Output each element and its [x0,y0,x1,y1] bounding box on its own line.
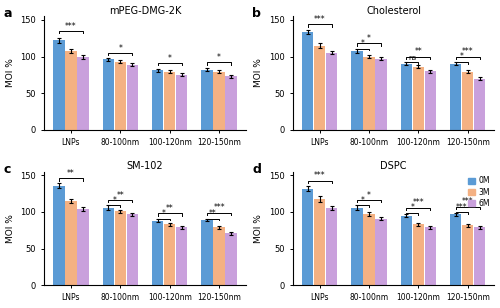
Text: **: ** [116,191,124,200]
Title: DSPC: DSPC [380,161,407,171]
Bar [78,57,88,130]
Bar [102,208,114,285]
Text: ***: *** [314,171,326,180]
Bar [127,65,138,130]
Bar [400,64,412,130]
Bar [202,220,212,285]
Bar [214,72,224,130]
Text: *: * [367,34,371,43]
Bar [376,219,386,285]
Bar [400,216,412,285]
Text: *: * [361,39,365,48]
Legend: 0M, 3M, 6M: 0M, 3M, 6M [467,176,490,209]
Bar [314,46,325,130]
Text: **: ** [414,47,422,56]
Text: ***: *** [314,15,326,24]
Text: *: * [410,203,414,212]
Bar [66,51,76,130]
Text: *: * [367,191,371,200]
Text: *: * [118,43,122,53]
Text: d: d [252,163,262,176]
Bar [226,76,236,130]
Y-axis label: MOI %: MOI % [254,59,263,87]
Bar [352,51,362,130]
Bar [127,214,138,285]
Bar [474,227,486,285]
Title: mPEG-DMG-2K: mPEG-DMG-2K [109,6,181,16]
Bar [326,208,337,285]
Bar [424,227,436,285]
Text: c: c [4,163,11,176]
Bar [462,72,473,130]
Title: SM-102: SM-102 [126,161,164,171]
Bar [314,199,325,285]
Bar [364,214,374,285]
Bar [54,40,64,130]
Bar [152,71,164,130]
Bar [102,59,114,130]
Bar [164,225,175,285]
Bar [202,70,212,130]
Text: b: b [252,7,262,20]
Bar [412,225,424,285]
Y-axis label: MOI %: MOI % [254,214,263,243]
Bar [462,225,473,285]
Bar [352,208,362,285]
Bar [376,59,386,130]
Text: **: ** [67,169,75,178]
Bar [226,233,236,285]
Bar [114,62,126,130]
Bar [214,227,224,285]
Text: *: * [162,209,166,218]
Text: a: a [4,7,12,20]
Text: ***: *** [456,203,468,212]
Bar [364,57,374,130]
Bar [450,64,461,130]
Text: *: * [112,196,116,205]
Y-axis label: MOI %: MOI % [6,59,15,87]
Text: **: ** [166,204,173,213]
Bar [302,188,313,285]
Text: ***: *** [412,198,424,207]
Text: *: * [361,196,365,205]
Text: ns: ns [408,55,416,61]
Bar [152,221,164,285]
Text: **: ** [209,209,217,218]
Bar [164,72,175,130]
Bar [302,32,313,130]
Bar [450,214,461,285]
Bar [412,67,424,130]
Bar [326,53,337,130]
Text: ***: *** [462,47,473,56]
Text: *: * [217,53,221,62]
Bar [176,227,188,285]
Y-axis label: MOI %: MOI % [6,214,15,243]
Text: *: * [168,54,172,63]
Title: Cholesterol: Cholesterol [366,6,421,16]
Bar [78,209,88,285]
Bar [424,71,436,130]
Bar [54,186,64,285]
Text: ***: *** [462,197,473,206]
Bar [176,75,188,130]
Bar [474,79,486,130]
Text: ***: *** [213,203,225,212]
Text: ***: *** [65,22,77,30]
Bar [114,211,126,285]
Text: *: * [460,52,464,61]
Bar [66,201,76,285]
